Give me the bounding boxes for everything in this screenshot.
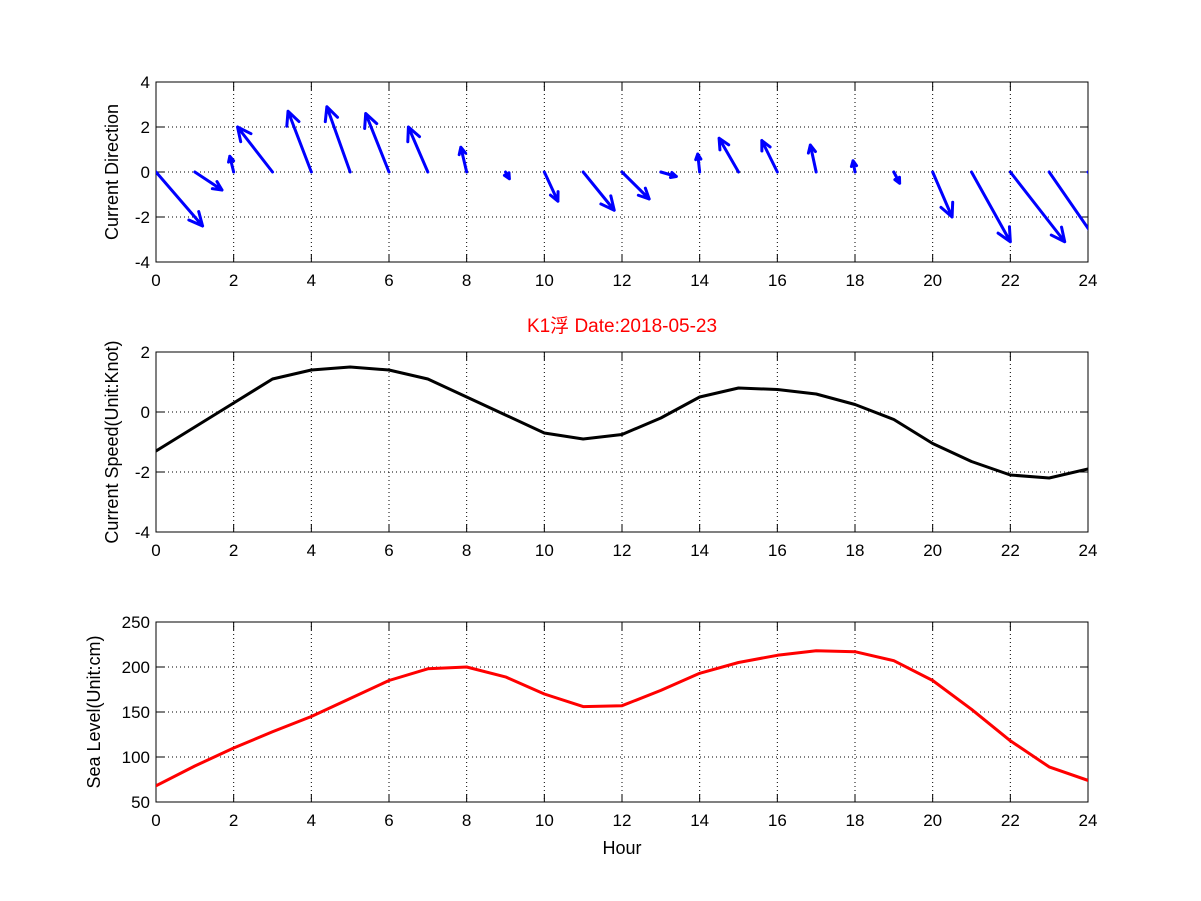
current-vector-arrow xyxy=(457,145,469,174)
current-vector-arrow xyxy=(502,170,511,181)
x-tick-label: 20 xyxy=(923,541,942,560)
y-tick-label: -2 xyxy=(135,463,150,482)
y-tick-label: -4 xyxy=(135,523,150,542)
x-tick-label: 16 xyxy=(768,541,787,560)
y-tick-label: 0 xyxy=(141,403,150,422)
current-vector-arrow xyxy=(236,125,274,174)
x-tick-label: 20 xyxy=(923,811,942,830)
x-tick-label: 10 xyxy=(535,811,554,830)
x-tick-label: 2 xyxy=(229,541,238,560)
speed-y-axis-label: Current Speed(Unit:Knot) xyxy=(102,340,122,543)
x-tick-label: 4 xyxy=(307,811,316,830)
current-vector-arrow xyxy=(970,170,1012,244)
x-tick-label: 24 xyxy=(1079,811,1098,830)
current-vector-arrow xyxy=(849,159,859,174)
x-tick-label: 2 xyxy=(229,811,238,830)
x-tick-label: 22 xyxy=(1001,811,1020,830)
x-tick-label: 14 xyxy=(690,811,709,830)
x-tick-label: 22 xyxy=(1001,271,1020,290)
x-tick-label: 10 xyxy=(535,541,554,560)
x-tick-label: 12 xyxy=(613,271,632,290)
x-tick-label: 20 xyxy=(923,271,942,290)
x-tick-label: 6 xyxy=(384,811,393,830)
y-tick-label: 4 xyxy=(141,73,150,92)
y-tick-label: 150 xyxy=(122,703,150,722)
current-vector-arrow xyxy=(323,105,352,174)
current-vector-arrow xyxy=(227,154,236,174)
figure-title: K1浮 Date:2018-05-23 xyxy=(527,315,717,337)
x-tick-label: 6 xyxy=(384,271,393,290)
current-vector-arrow xyxy=(542,170,560,203)
current-vector-arrow xyxy=(620,170,651,201)
current-vector-arrow xyxy=(406,125,430,174)
y-tick-label: 2 xyxy=(141,343,150,362)
current-vector-arrow xyxy=(363,112,391,174)
series-group xyxy=(156,649,1088,788)
x-tick-label: 8 xyxy=(462,811,471,830)
current-vector-arrow xyxy=(156,170,205,228)
x-tick-label: 16 xyxy=(768,811,787,830)
speed-series-line xyxy=(156,365,1088,480)
current-vector-arrow xyxy=(760,139,779,174)
x-axis-label: Hour xyxy=(602,838,641,858)
current-vector-arrow xyxy=(931,170,955,219)
x-tick-label: 14 xyxy=(690,541,709,560)
y-tick-label: 100 xyxy=(122,748,150,767)
y-tick-label: 200 xyxy=(122,658,150,677)
current-vector-arrow xyxy=(285,109,313,174)
x-tick-label: 0 xyxy=(151,541,160,560)
x-tick-label: 12 xyxy=(613,811,632,830)
x-tick-label: 14 xyxy=(690,271,709,290)
x-tick-label: 0 xyxy=(151,811,160,830)
direction-y-axis-label: Current Direction xyxy=(102,104,122,240)
x-tick-label: 18 xyxy=(846,811,865,830)
vector-field xyxy=(156,105,1088,244)
current-vector-arrow xyxy=(717,136,740,174)
current-vector-arrow xyxy=(694,152,703,174)
x-tick-label: 24 xyxy=(1079,541,1098,560)
y-tick-label: 250 xyxy=(122,613,150,632)
x-tick-label: 16 xyxy=(768,271,787,290)
x-tick-label: 18 xyxy=(846,271,865,290)
x-tick-label: 2 xyxy=(229,271,238,290)
current-vector-arrow xyxy=(1008,170,1067,244)
x-tick-label: 18 xyxy=(846,541,865,560)
x-tick-label: 0 xyxy=(151,271,160,290)
series-group xyxy=(156,365,1088,480)
y-tick-label: -4 xyxy=(135,253,150,272)
x-tick-label: 24 xyxy=(1079,271,1098,290)
x-tick-label: 4 xyxy=(307,271,316,290)
current-vector-arrow xyxy=(892,170,902,185)
current-vector-arrow xyxy=(806,143,818,174)
current-vector-arrow xyxy=(659,170,678,179)
x-tick-label: 8 xyxy=(462,541,471,560)
x-tick-label: 6 xyxy=(384,541,393,560)
x-tick-label: 12 xyxy=(613,541,632,560)
y-tick-label: 0 xyxy=(141,163,150,182)
current-vector-arrow xyxy=(193,170,224,192)
y-tick-label: 50 xyxy=(131,793,150,812)
x-tick-label: 4 xyxy=(307,541,316,560)
sea-level-y-axis-label: Sea Level(Unit:cm) xyxy=(84,635,104,788)
current-vector-arrow xyxy=(1047,170,1088,231)
x-tick-label: 8 xyxy=(462,271,471,290)
y-tick-label: 2 xyxy=(141,118,150,137)
current-vector-arrow xyxy=(581,170,616,212)
y-tick-label: -2 xyxy=(135,208,150,227)
sea-level-series-line xyxy=(156,649,1088,788)
x-tick-label: 10 xyxy=(535,271,554,290)
x-tick-label: 22 xyxy=(1001,541,1020,560)
